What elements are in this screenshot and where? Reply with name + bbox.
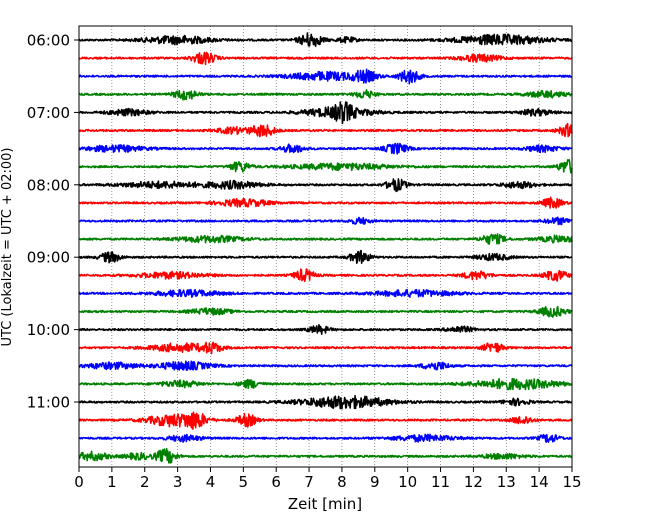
- trace-0915: [78, 268, 573, 283]
- y-axis-label: UTC (Lokalzeit = UTC + 02:00): [0, 148, 15, 347]
- trace-1045: [78, 377, 573, 391]
- trace-1015: [78, 341, 573, 355]
- x-tick-label: 12: [464, 473, 483, 491]
- x-axis-label: Zeit [min]: [288, 495, 362, 513]
- y-axis-ticks: 06:00 07:00 08:00 09:00 10:00 11:00: [27, 32, 79, 412]
- x-tick-label: 4: [206, 473, 216, 491]
- x-tick-label: 0: [74, 473, 84, 491]
- plot-frame: [78, 25, 573, 468]
- x-tick-label: 15: [562, 473, 581, 491]
- x-tick-label: 10: [398, 473, 417, 491]
- trace-0745: [78, 159, 573, 174]
- trace-1115: [78, 411, 573, 430]
- trace-0815: [78, 196, 573, 209]
- trace-1000: [78, 324, 573, 335]
- trace-0845: [78, 233, 573, 245]
- trace-0630: [78, 68, 573, 85]
- x-tick-label: 14: [530, 473, 549, 491]
- x-tick-label: 8: [337, 473, 347, 491]
- trace-0830: [78, 216, 573, 226]
- trace-0730: [78, 142, 573, 155]
- trace-0900: [78, 249, 573, 264]
- x-tick-label: 6: [271, 473, 281, 491]
- y-tick-label: 10:00: [27, 321, 70, 339]
- x-tick-label: 9: [370, 473, 380, 491]
- trace-0615: [78, 51, 573, 66]
- trace-0600: [78, 32, 573, 48]
- y-tick-label: 08:00: [27, 176, 70, 194]
- trace-layer: [78, 32, 573, 464]
- x-axis-ticks: 0 1 2 3 4 5 6 7 8 9 10 11 12 13 14 15: [74, 467, 582, 491]
- trace-0945: [78, 305, 573, 318]
- trace-1030: [78, 360, 573, 371]
- y-tick-label: 09:00: [27, 249, 70, 267]
- x-tick-label: 11: [431, 473, 450, 491]
- trace-0930: [78, 288, 573, 298]
- trace-1100: [78, 394, 573, 410]
- trace-1130: [78, 433, 573, 443]
- y-tick-label: 11:00: [27, 394, 70, 412]
- trace-0700: [78, 101, 573, 125]
- x-tick-label: 13: [497, 473, 516, 491]
- y-tick-label: 06:00: [27, 32, 70, 50]
- x-tick-label: 2: [140, 473, 150, 491]
- y-tick-label: 07:00: [27, 104, 70, 122]
- x-tick-label: 1: [107, 473, 117, 491]
- x-tick-label: 7: [304, 473, 314, 491]
- trace-0715: [78, 122, 573, 138]
- x-tick-label: 5: [239, 473, 249, 491]
- trace-0645: [78, 89, 573, 101]
- trace-0800: [78, 178, 573, 193]
- x-tick-label: 3: [173, 473, 183, 491]
- trace-1145: [78, 447, 573, 464]
